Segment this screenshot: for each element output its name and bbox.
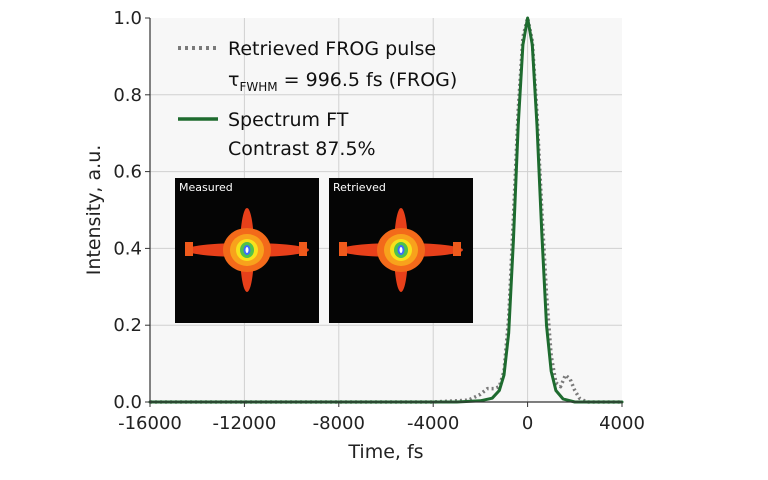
x-tick-label: -12000 <box>213 413 277 434</box>
legend: Retrieved FROG pulse τFWHM = 996.5 fs (FR… <box>178 38 457 160</box>
x-tick-label: -4000 <box>407 413 459 434</box>
legend-label-contrast: Contrast 87.5% <box>228 138 376 160</box>
frog-trace-right-lobe <box>453 242 461 256</box>
frog-inset-label: Measured <box>179 181 233 194</box>
frog-trace-peak <box>245 247 249 253</box>
frog-trace-left-lobe <box>185 242 193 256</box>
series-line-1 <box>148 16 624 404</box>
frog-inset-retrieved: Retrieved <box>329 178 473 323</box>
x-tick-label: -8000 <box>313 413 365 434</box>
legend-label-frog: Retrieved FROG pulse <box>228 38 436 60</box>
frog-inset-measured: Measured <box>175 178 319 323</box>
x-tick-label: -16000 <box>118 413 182 434</box>
axes: -16000 -12000 -8000 -4000 0 4000 0.0 0.2 0.4 0.6 0… <box>83 8 645 463</box>
frog-trace-right-lobe <box>299 242 307 256</box>
legend-label-spectrum: Spectrum FT <box>228 109 349 131</box>
x-tick-label: 4000 <box>599 413 645 434</box>
frog-trace-peak <box>399 247 403 253</box>
series-group <box>148 16 624 404</box>
y-tick-label: 0.2 <box>113 315 142 336</box>
y-axis-title: Intensity, a.u. <box>83 145 105 276</box>
frog-trace-left-lobe <box>339 242 347 256</box>
y-tick-label: 1.0 <box>113 8 142 29</box>
y-tick-label: 0.6 <box>113 162 142 183</box>
x-tick-label: 0 <box>522 413 533 434</box>
y-tick-label: 0.4 <box>113 238 142 259</box>
frog-inset-label: Retrieved <box>333 181 386 194</box>
legend-label-fwhm: τFWHM = 996.5 fs (FROG) <box>228 69 457 94</box>
y-tick-label: 0.0 <box>113 392 142 413</box>
insets: Measured Retrieved <box>175 178 473 323</box>
y-tick-label: 0.8 <box>113 85 142 106</box>
x-axis-title: Time, fs <box>347 441 423 463</box>
